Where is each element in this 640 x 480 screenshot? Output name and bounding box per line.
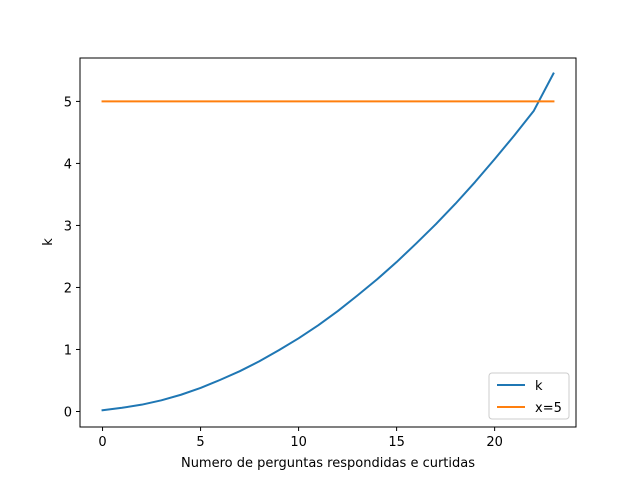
x-tick-label: 15: [388, 435, 405, 450]
legend: k x=5: [488, 372, 570, 420]
x-axis-ticks: 0 5 10 15 20: [98, 427, 503, 450]
x-tick-label: 0: [98, 435, 106, 450]
x-tick-label: 20: [486, 435, 503, 450]
axes-frame: [79, 57, 577, 428]
y-tick-label: 0: [64, 405, 72, 420]
y-tick-label: 3: [64, 219, 72, 234]
y-tick-label: 5: [64, 95, 72, 110]
x-axis-label: Numero de perguntas respondidas e curtid…: [181, 456, 475, 471]
series-line-k: [101, 72, 555, 412]
y-tick-label: 2: [64, 281, 72, 296]
y-axis-ticks: 0 1 2 3 4 5: [64, 95, 80, 420]
x-tick-label: 5: [196, 435, 204, 450]
series-layer: [101, 72, 555, 412]
x-tick-label: 10: [290, 435, 307, 450]
y-axis-label: k: [41, 238, 56, 246]
legend-label-k: k: [535, 379, 543, 394]
y-tick-label: 1: [64, 343, 72, 358]
legend-label-x5: x=5: [535, 401, 562, 416]
plot-area: [79, 57, 577, 428]
y-tick-label: 4: [64, 157, 72, 172]
